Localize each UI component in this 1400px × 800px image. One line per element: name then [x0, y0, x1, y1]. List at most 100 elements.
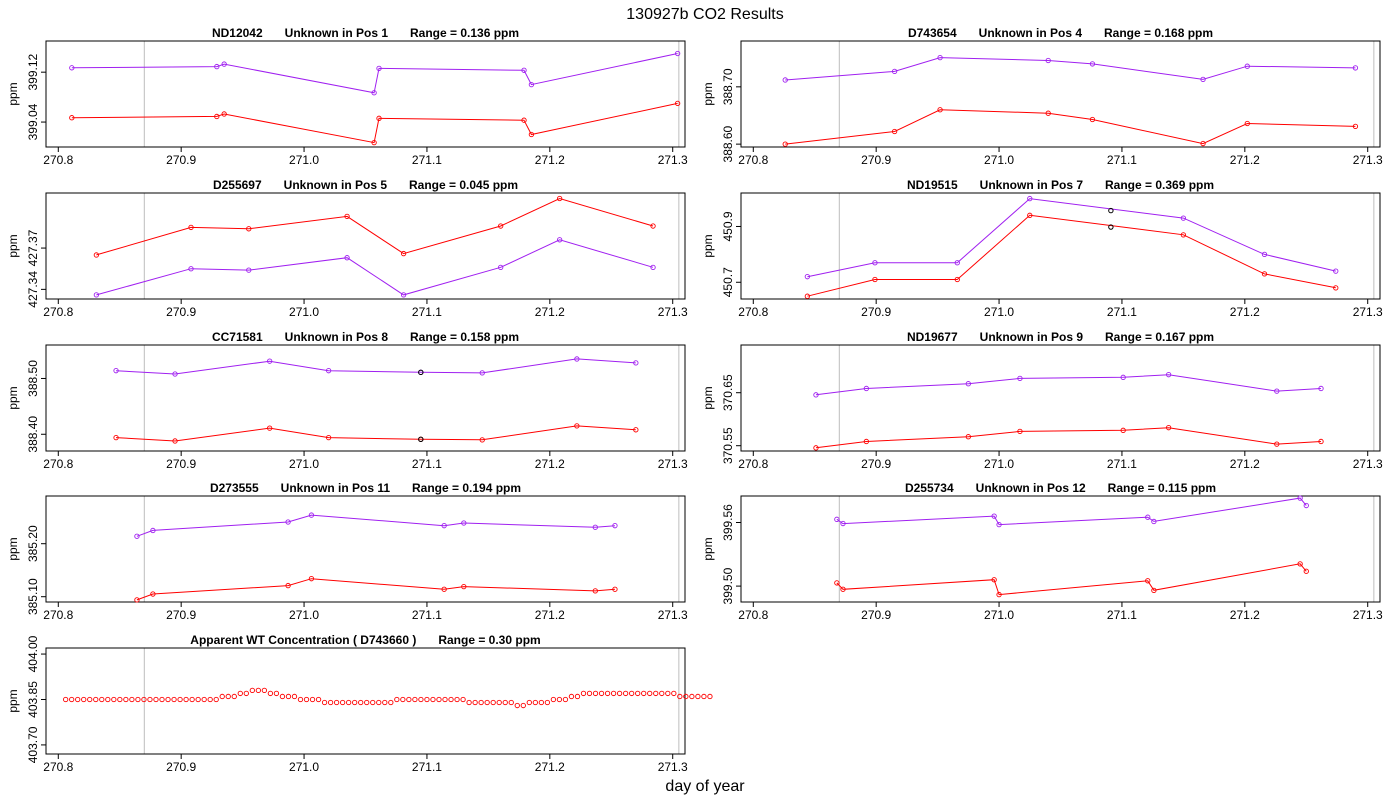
- data-point-WT: [339, 699, 346, 706]
- data-point-lower: [344, 213, 350, 220]
- series-line-lower: [136, 578, 616, 601]
- data-point-lower: [134, 597, 140, 603]
- data-point-WT: [358, 699, 364, 706]
- panel-title-part: ND19677: [907, 330, 958, 344]
- data-point-WT: [562, 696, 569, 703]
- data-point-upper: [612, 523, 618, 529]
- data-point-upper: [479, 370, 485, 376]
- data-point-upper: [1165, 372, 1172, 378]
- data-point-upper: [813, 392, 819, 398]
- panel-title: ND19677 Unknown in Pos 9 Range = 0.167 ppm: [907, 330, 1214, 344]
- x-tick-label: 270.8: [738, 457, 768, 471]
- data-point-WT: [388, 699, 394, 706]
- data-point-WT: [135, 696, 141, 703]
- panel-6: ND19677 Unknown in Pos 9 Range = 0.167 ppm…: [701, 330, 1383, 471]
- data-point-WT: [436, 696, 442, 703]
- data-point-WT: [598, 690, 605, 697]
- plot-frame: [45, 192, 686, 300]
- x-tick-label: 271.3: [658, 305, 688, 319]
- y-tick-label: 388.50: [26, 360, 40, 397]
- data-point-lower: [1045, 110, 1051, 116]
- data-point-upper: [188, 266, 194, 272]
- data-point-WT: [159, 696, 165, 703]
- data-point-WT: [147, 696, 153, 703]
- data-point-WT: [195, 696, 201, 703]
- data-point-WT: [201, 696, 207, 703]
- data-point-upper: [246, 267, 252, 273]
- data-point-WT: [653, 690, 659, 697]
- data-point-lower: [1151, 587, 1157, 593]
- data-point-lower: [804, 293, 811, 299]
- data-point-lower: [285, 582, 291, 589]
- data-point-lower: [1303, 568, 1309, 574]
- y-axis-label: ppm: [701, 82, 715, 105]
- data-point-lower: [891, 128, 898, 135]
- data-point-upper: [996, 521, 1002, 528]
- x-tick-label: 271.1: [412, 608, 442, 622]
- data-point-lower: [172, 438, 178, 444]
- data-point-WT: [207, 696, 213, 703]
- data-point-lower: [221, 111, 227, 117]
- data-point-WT: [111, 696, 117, 703]
- plot-frame: [45, 647, 686, 755]
- data-point-WT: [117, 696, 123, 703]
- x-tick-label: 270.9: [166, 153, 196, 167]
- x-tick-label: 270.8: [738, 305, 768, 319]
- data-point-upper: [1120, 374, 1126, 380]
- data-point-lower: [1089, 116, 1096, 123]
- x-tick-label: 270.8: [738, 608, 768, 622]
- data-point-WT: [695, 693, 701, 700]
- y-tick-label: 388.60: [721, 125, 735, 162]
- x-tick-label: 271.3: [658, 153, 688, 167]
- y-tick-label: 427.37: [26, 229, 40, 266]
- data-point-WT: [141, 696, 147, 703]
- panel-title-part: Range = 0.158 ppm: [410, 330, 519, 344]
- data-point-WT: [412, 696, 418, 703]
- panel-5: CC71581 Unknown in Pos 8 Range = 0.158 ppm…: [6, 330, 688, 471]
- panel-title: Apparent WT Concentration ( D743660 ) Ran…: [190, 633, 540, 647]
- data-point-WT: [370, 699, 376, 706]
- data-point-upper: [1333, 268, 1339, 274]
- panels: ND12042 Unknown in Pos 1 Range = 0.136 ppm…: [6, 26, 1383, 774]
- x-tick-label: 270.8: [738, 153, 768, 167]
- y-axis-label: ppm: [6, 386, 20, 409]
- data-point-upper: [1045, 57, 1051, 64]
- panel-title: D255697 Unknown in Pos 5 Range = 0.045 ppm: [213, 178, 518, 192]
- data-point-upper: [93, 292, 100, 298]
- data-point-WT: [105, 696, 111, 703]
- data-point-WT: [665, 690, 671, 697]
- data-point-lower: [214, 113, 220, 120]
- panel-9: Apparent WT Concentration ( D743660 ) Ran…: [6, 633, 713, 774]
- data-point-upper: [150, 527, 156, 534]
- data-point-lower: [557, 195, 563, 202]
- data-point-lower: [1261, 271, 1268, 277]
- data-point-upper: [965, 381, 971, 387]
- data-point-upper: [1318, 385, 1324, 392]
- x-tick-label: 271.1: [1107, 457, 1137, 471]
- x-tick-label: 271.2: [1230, 305, 1260, 319]
- x-tick-label: 271.2: [535, 305, 565, 319]
- data-point-upper: [633, 360, 639, 366]
- data-point-WT: [448, 696, 454, 703]
- x-tick-label: 271.3: [658, 760, 688, 774]
- x-tick-label: 271.1: [412, 305, 442, 319]
- panel-1: ND12042 Unknown in Pos 1 Range = 0.136 ppm…: [6, 26, 688, 167]
- series-line-lower: [115, 425, 636, 442]
- panel-title-part: Unknown in Pos 1: [285, 26, 389, 40]
- data-point-upper: [214, 63, 220, 70]
- x-tick-label: 271.2: [535, 760, 565, 774]
- data-point-lower: [840, 586, 846, 592]
- data-point-WT: [659, 690, 665, 697]
- data-point-lower: [937, 107, 943, 113]
- panel-title-part: Apparent WT Concentration ( D743660 ): [190, 633, 416, 647]
- data-point-WT: [261, 687, 268, 694]
- panel-title-part: CC71581: [212, 330, 263, 344]
- plot-frame: [45, 495, 686, 603]
- data-point-upper: [891, 68, 898, 75]
- data-point-upper: [1244, 63, 1250, 69]
- data-point-WT: [153, 696, 159, 703]
- data-point-WT: [81, 696, 87, 703]
- panel-title-part: Range = 0.045 ppm: [409, 178, 518, 192]
- y-tick-label: 450.9: [721, 211, 735, 241]
- data-point-upper: [400, 292, 407, 298]
